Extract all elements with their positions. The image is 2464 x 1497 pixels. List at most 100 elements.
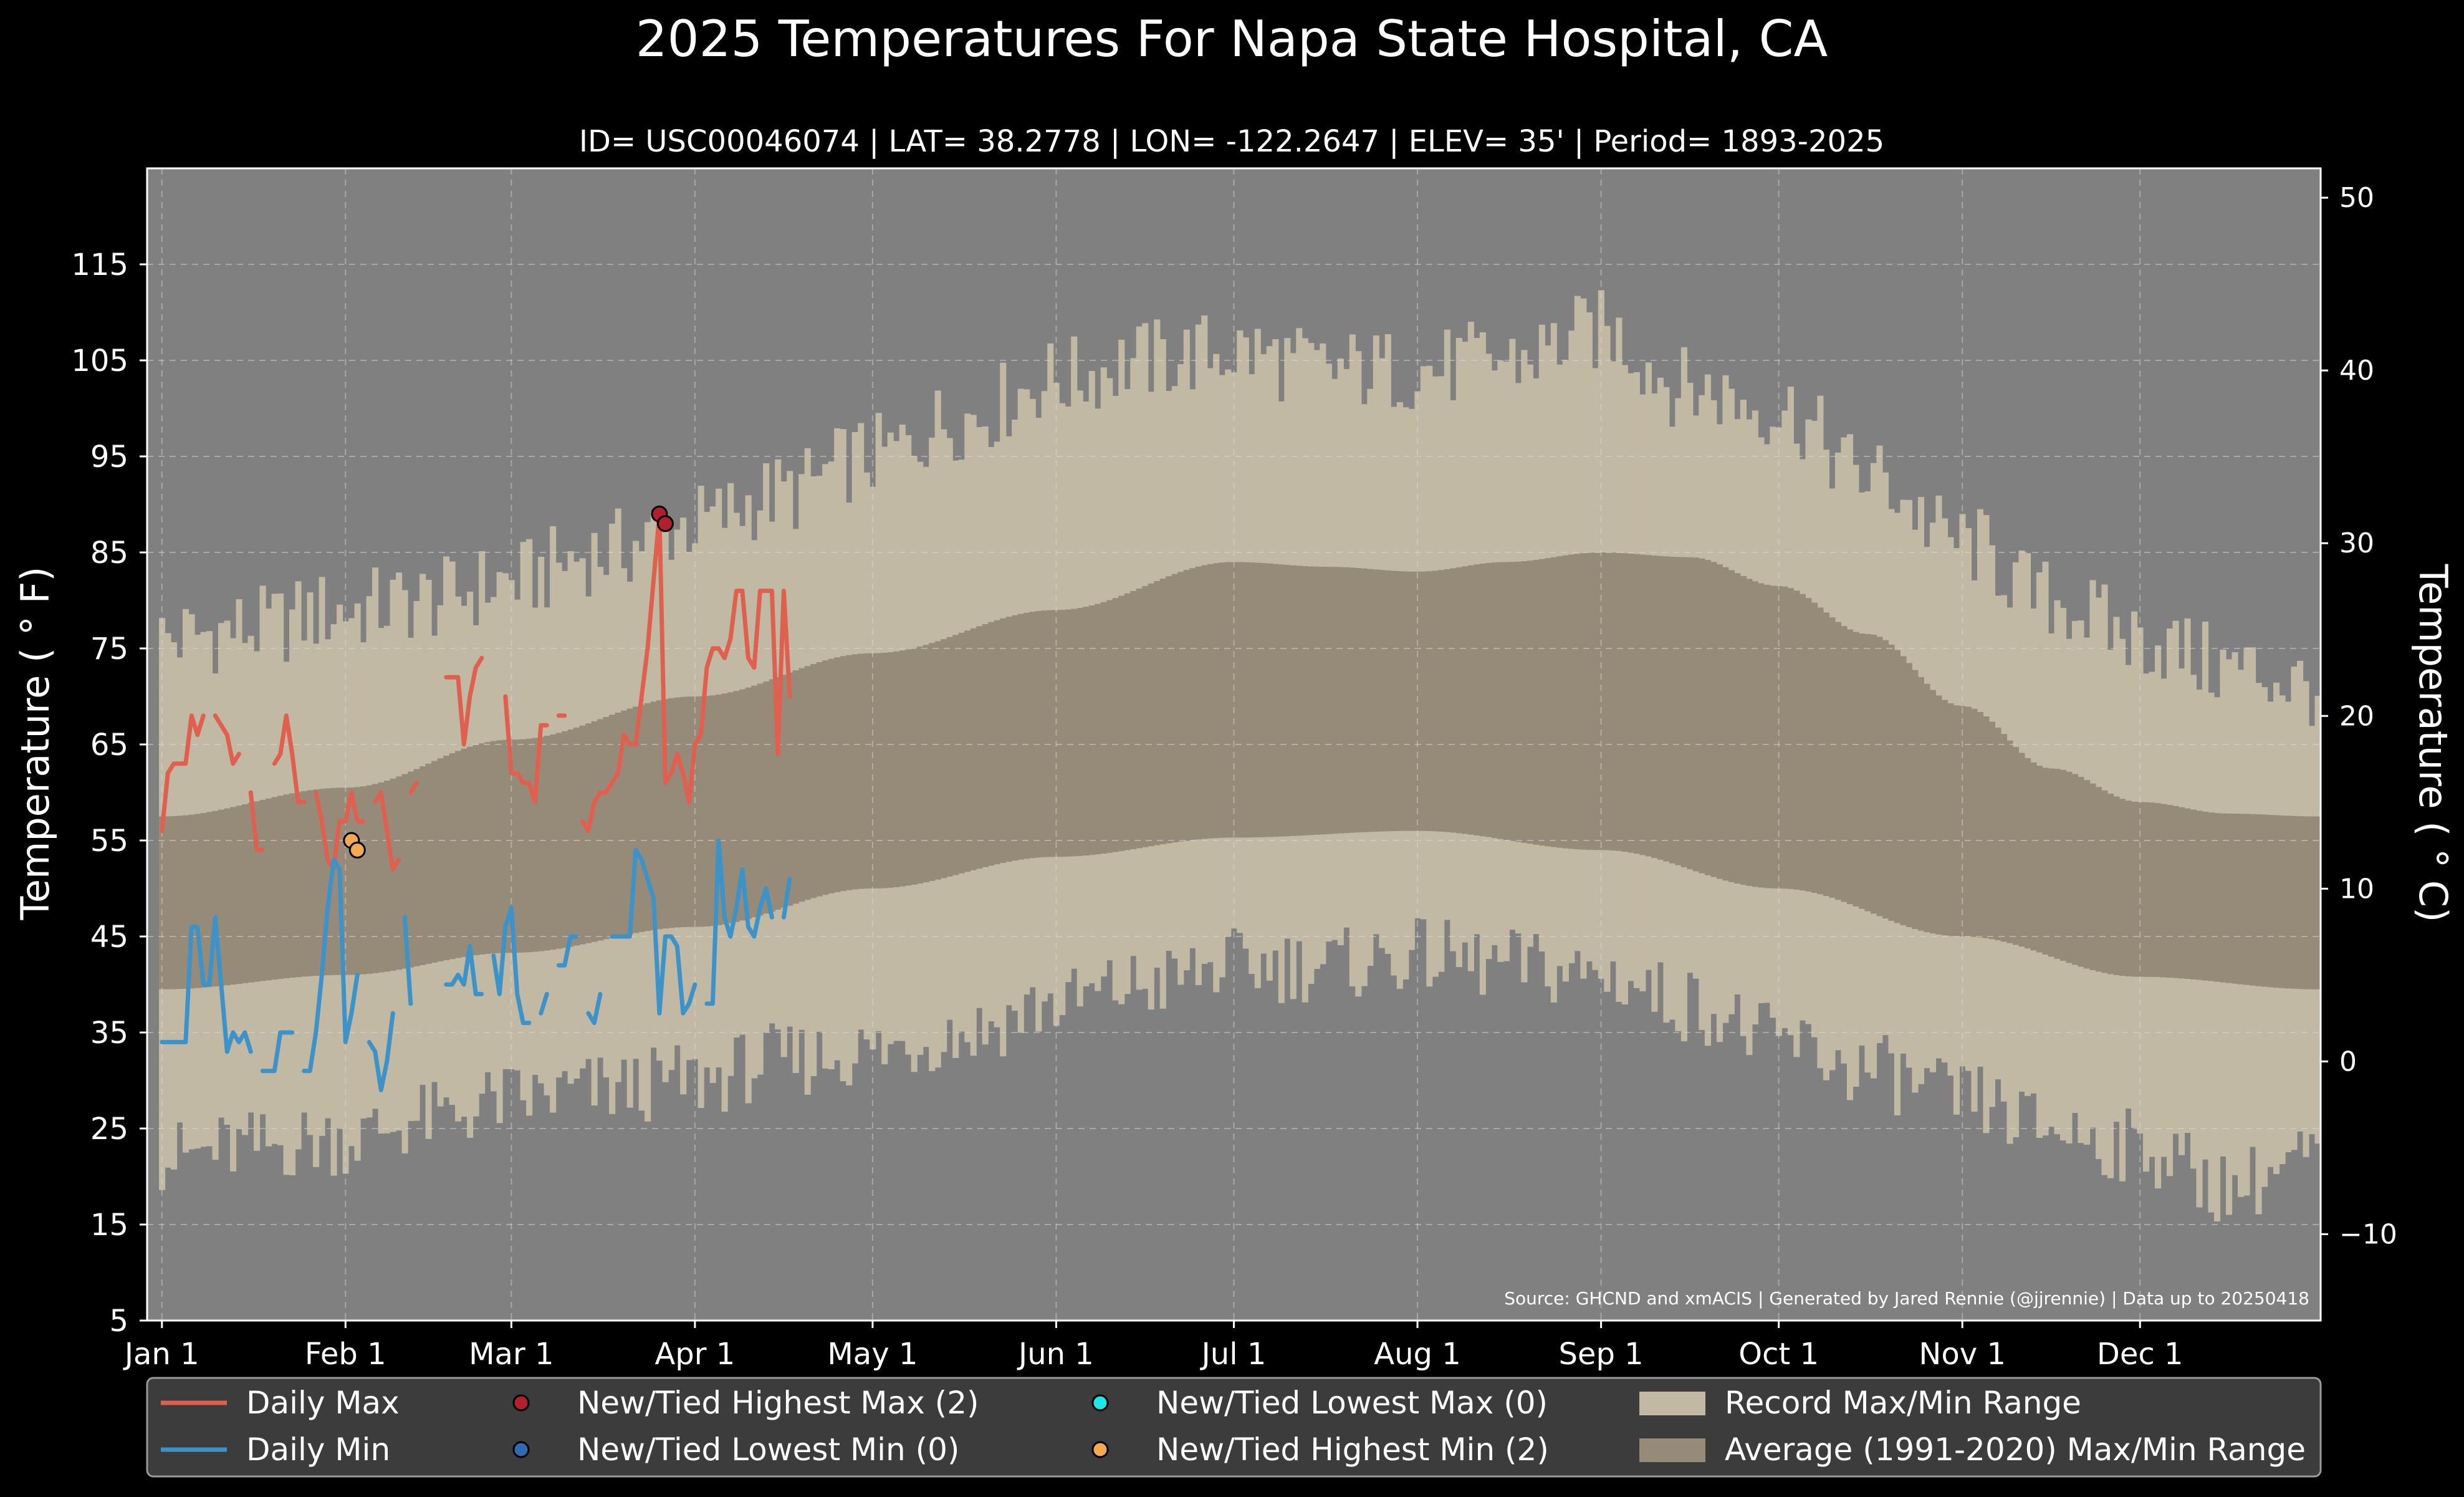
normal-range-bar bbox=[1586, 552, 1593, 850]
normal-range-bar bbox=[1545, 558, 1551, 847]
daily-min-line bbox=[556, 934, 579, 968]
normal-range-bar bbox=[1266, 563, 1273, 837]
normal-range-bar bbox=[1645, 555, 1652, 857]
x-tick-label: Jul 1 bbox=[1200, 1337, 1267, 1372]
normal-range-bar bbox=[1651, 556, 1658, 859]
normal-range-bar bbox=[562, 731, 568, 948]
daily-max-line bbox=[248, 790, 265, 852]
normal-range-bar bbox=[1462, 566, 1469, 834]
normal-range-bar bbox=[1005, 617, 1012, 862]
legend-swatch-new-tied-highest-max bbox=[512, 1394, 530, 1412]
normal-range-bar bbox=[2101, 790, 2108, 973]
normal-range-bar bbox=[484, 742, 491, 954]
y-axis-label-right: Temperature ( ° C) bbox=[2410, 564, 2456, 923]
normal-range-bar bbox=[313, 789, 320, 976]
normal-range-bar bbox=[1704, 560, 1711, 875]
normal-range-bar bbox=[1112, 598, 1119, 852]
normal-range-bar bbox=[1379, 570, 1386, 832]
normal-range-bar bbox=[1254, 562, 1261, 837]
normal-range-bar bbox=[597, 719, 604, 941]
normal-range-bar bbox=[822, 660, 829, 895]
normal-range-bar bbox=[2232, 813, 2238, 984]
daily-min-line bbox=[402, 915, 413, 1006]
legend-swatch-normal-range bbox=[1639, 1438, 1705, 1462]
daily-min-line bbox=[444, 943, 484, 996]
normal-range-bar bbox=[686, 696, 693, 927]
normal-range-bar bbox=[1687, 557, 1694, 870]
daily-max-line bbox=[272, 713, 307, 804]
normal-range-bar bbox=[1124, 593, 1131, 850]
normal-range-bar bbox=[721, 693, 728, 925]
normal-range-bar bbox=[2131, 801, 2138, 977]
normal-range-bar bbox=[538, 736, 545, 951]
normal-range-bar bbox=[709, 695, 716, 927]
normal-range-bar bbox=[964, 630, 971, 872]
normal-range-bar bbox=[555, 733, 562, 949]
normal-range-bar bbox=[1455, 567, 1462, 834]
normal-range-bar bbox=[1432, 570, 1439, 832]
normal-range-bar bbox=[319, 789, 325, 976]
normal-range-bar bbox=[1491, 562, 1498, 839]
y-right-tick-label: 50 bbox=[2339, 182, 2374, 214]
normal-range-bar bbox=[1538, 559, 1545, 846]
normal-range-bar bbox=[846, 655, 853, 890]
normal-range-bar bbox=[1130, 590, 1137, 849]
normal-range-bar bbox=[1947, 703, 1954, 936]
normal-range-bar bbox=[1444, 569, 1450, 832]
normal-range-bar bbox=[2113, 796, 2120, 975]
normal-range-bar bbox=[206, 812, 213, 988]
normal-range-bar bbox=[668, 698, 675, 928]
normal-range-bar bbox=[1095, 604, 1101, 855]
normal-range-bar bbox=[680, 696, 687, 928]
normal-range-bar bbox=[1799, 594, 1806, 891]
normal-range-bar bbox=[585, 723, 592, 943]
normal-range-bar bbox=[1621, 553, 1628, 852]
normal-range-bar bbox=[230, 807, 237, 985]
normal-range-bar bbox=[1734, 573, 1741, 884]
normal-range-bar bbox=[502, 739, 509, 953]
record-markers bbox=[343, 505, 674, 859]
normal-range-bar bbox=[532, 738, 539, 952]
normal-range-bar bbox=[2225, 813, 2233, 983]
normal-range-bar bbox=[917, 646, 924, 884]
normal-range-bar bbox=[751, 685, 758, 918]
normal-range-bar bbox=[188, 814, 195, 989]
normal-range-bar bbox=[2172, 806, 2179, 978]
normal-range-bar bbox=[342, 787, 349, 975]
normal-range-bar bbox=[401, 774, 408, 969]
normal-range-bar bbox=[1497, 562, 1504, 839]
normal-range-bar bbox=[1971, 708, 1978, 937]
normal-range-bar bbox=[1343, 567, 1350, 834]
normal-range-bar bbox=[1924, 683, 1930, 933]
normal-range-bar bbox=[1710, 562, 1717, 877]
daily-min-line bbox=[302, 857, 360, 1074]
y-tick-label: 5 bbox=[109, 1304, 128, 1339]
normal-range-bar bbox=[1763, 584, 1770, 888]
normal-range-bar bbox=[1474, 564, 1480, 835]
normal-range-bar bbox=[218, 809, 225, 986]
normal-range-bar bbox=[1479, 563, 1486, 837]
normal-range-bar bbox=[2012, 746, 2020, 945]
normal-range-bar bbox=[544, 736, 550, 951]
normal-range-bar bbox=[1012, 615, 1019, 861]
normal-range-bar bbox=[1864, 633, 1871, 912]
normal-range-bar bbox=[1426, 571, 1433, 831]
normal-range-bar bbox=[1402, 571, 1409, 831]
normal-range-bar bbox=[419, 766, 426, 965]
normal-range-bar bbox=[2303, 816, 2309, 989]
daily-max-line bbox=[373, 790, 401, 872]
normal-range-bar bbox=[1900, 656, 1907, 925]
normal-range-bar bbox=[1770, 585, 1776, 888]
normal-range-bar bbox=[1237, 562, 1244, 838]
daily-min-line bbox=[704, 838, 774, 1006]
normal-range-bar bbox=[2125, 801, 2132, 976]
normal-range-bar bbox=[165, 816, 171, 989]
normal-range-bar bbox=[1177, 572, 1184, 842]
normal-range-bar bbox=[656, 700, 663, 930]
normal-range-bar bbox=[970, 628, 977, 870]
normal-range-bar bbox=[2284, 816, 2292, 989]
normal-range-bar bbox=[1906, 663, 1912, 928]
normal-range-bar bbox=[2243, 814, 2250, 985]
normal-range-bar bbox=[2296, 816, 2304, 989]
normal-range-bar bbox=[2107, 793, 2114, 975]
